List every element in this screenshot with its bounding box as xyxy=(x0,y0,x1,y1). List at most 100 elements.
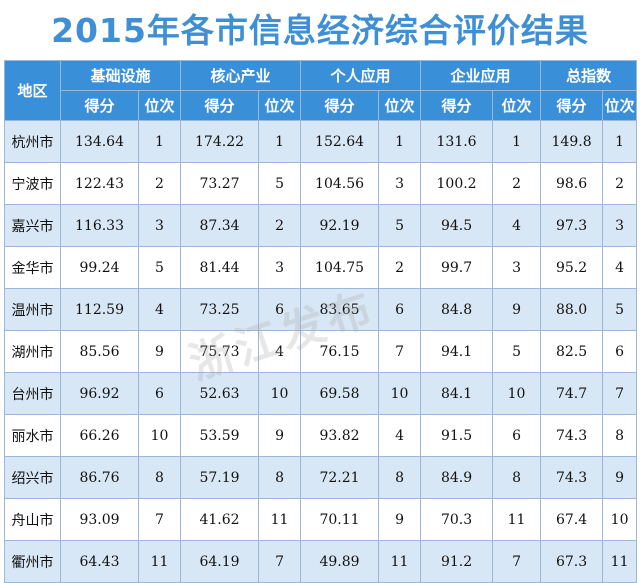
city-cell: 台州市 xyxy=(4,372,61,415)
rank-cell: 1 xyxy=(378,120,422,163)
score-cell: 98.6 xyxy=(540,162,604,205)
score-cell: 49.89 xyxy=(300,540,380,583)
score-cell: 75.73 xyxy=(180,330,260,373)
score-cell: 67.4 xyxy=(540,498,604,541)
rank-cell: 11 xyxy=(378,540,422,583)
table-row: 嘉兴市 116.33 3 87.34 2 92.19 5 94.5 4 97.3 3 xyxy=(4,204,638,247)
score-cell: 93.09 xyxy=(60,498,139,541)
rank-cell: 8 xyxy=(378,456,422,499)
rank-cell: 5 xyxy=(137,246,182,289)
rank-cell: 3 xyxy=(492,246,542,289)
score-cell: 69.58 xyxy=(300,372,380,415)
score-cell: 72.21 xyxy=(300,456,380,499)
rank-cell: 6 xyxy=(602,330,638,373)
rank-cell: 4 xyxy=(492,204,542,247)
results-table: 地区 基础设施 核心产业 个人应用 企业应用 总指数 得分 位次 得分 位次 得… xyxy=(4,60,638,583)
score-cell: 84.8 xyxy=(420,288,494,331)
page-title: 2015年各市信息经济综合评价结果 xyxy=(51,11,589,50)
score-cell: 104.56 xyxy=(300,162,380,205)
rank-cell: 4 xyxy=(137,288,182,331)
city-cell: 丽水市 xyxy=(4,414,61,457)
score-cell: 95.2 xyxy=(540,246,604,289)
header-score: 得分 xyxy=(300,90,380,121)
score-cell: 116.33 xyxy=(60,204,139,247)
score-cell: 99.24 xyxy=(60,246,139,289)
rank-cell: 8 xyxy=(602,414,638,457)
rank-cell: 10 xyxy=(378,372,422,415)
score-cell: 87.34 xyxy=(180,204,260,247)
table-row: 丽水市 66.26 10 53.59 9 93.82 4 91.5 6 74.3 8 xyxy=(4,414,638,457)
table-row: 衢州市 64.43 11 64.19 7 49.89 11 91.2 7 67.3 11 xyxy=(4,540,638,583)
city-cell: 温州市 xyxy=(4,288,61,331)
rank-cell: 4 xyxy=(602,246,638,289)
rank-cell: 10 xyxy=(492,372,542,415)
rank-cell: 8 xyxy=(492,456,542,499)
header-score: 得分 xyxy=(60,90,139,121)
rank-cell: 6 xyxy=(137,372,182,415)
score-cell: 52.63 xyxy=(180,372,260,415)
score-cell: 112.59 xyxy=(60,288,139,331)
score-cell: 174.22 xyxy=(180,120,260,163)
rank-cell: 10 xyxy=(258,372,302,415)
city-cell: 衢州市 xyxy=(4,540,61,583)
rank-cell: 1 xyxy=(602,120,638,163)
score-cell: 93.82 xyxy=(300,414,380,457)
city-cell: 舟山市 xyxy=(4,498,61,541)
score-cell: 84.9 xyxy=(420,456,494,499)
city-cell: 绍兴市 xyxy=(4,456,61,499)
city-cell: 嘉兴市 xyxy=(4,204,61,247)
score-cell: 41.62 xyxy=(180,498,260,541)
header-group-total-index: 总指数 xyxy=(540,60,638,91)
score-cell: 97.3 xyxy=(540,204,604,247)
city-cell: 金华市 xyxy=(4,246,61,289)
table-row: 宁波市 122.43 2 73.27 5 104.56 3 100.2 2 98.6 2 xyxy=(4,162,638,205)
rank-cell: 5 xyxy=(602,288,638,331)
rank-cell: 8 xyxy=(258,456,302,499)
header-rank: 位次 xyxy=(602,90,638,121)
score-cell: 73.25 xyxy=(180,288,260,331)
rank-cell: 9 xyxy=(137,330,182,373)
score-cell: 88.0 xyxy=(540,288,604,331)
score-cell: 57.19 xyxy=(180,456,260,499)
header-rank: 位次 xyxy=(378,90,422,121)
rank-cell: 11 xyxy=(492,498,542,541)
rank-cell: 3 xyxy=(258,246,302,289)
header-score: 得分 xyxy=(540,90,604,121)
score-cell: 70.3 xyxy=(420,498,494,541)
header-region: 地区 xyxy=(4,60,61,121)
rank-cell: 5 xyxy=(258,162,302,205)
rank-cell: 1 xyxy=(492,120,542,163)
score-cell: 92.19 xyxy=(300,204,380,247)
header-rank: 位次 xyxy=(492,90,542,121)
rank-cell: 3 xyxy=(378,162,422,205)
table-row: 绍兴市 86.76 8 57.19 8 72.21 8 84.9 8 74.3 9 xyxy=(4,456,638,499)
rank-cell: 7 xyxy=(492,540,542,583)
rank-cell: 2 xyxy=(137,162,182,205)
rank-cell: 9 xyxy=(258,414,302,457)
rank-cell: 10 xyxy=(602,498,638,541)
rank-cell: 11 xyxy=(258,498,302,541)
rank-cell: 2 xyxy=(378,246,422,289)
header-group-enterprise-app: 企业应用 xyxy=(420,60,542,91)
table-row: 温州市 112.59 4 73.25 6 83.65 6 84.8 9 88.0 5 xyxy=(4,288,638,331)
rank-cell: 3 xyxy=(602,204,638,247)
score-cell: 131.6 xyxy=(420,120,494,163)
rank-cell: 7 xyxy=(137,498,182,541)
score-cell: 53.59 xyxy=(180,414,260,457)
rank-cell: 6 xyxy=(492,414,542,457)
rank-cell: 4 xyxy=(258,330,302,373)
table-row: 金华市 99.24 5 81.44 3 104.75 2 99.7 3 95.2 4 xyxy=(4,246,638,289)
score-cell: 64.19 xyxy=(180,540,260,583)
table-body: 杭州市 134.64 1 174.22 1 152.64 1 131.6 1 149.8 1 宁波市 1… xyxy=(4,120,638,583)
score-cell: 73.27 xyxy=(180,162,260,205)
city-cell: 杭州市 xyxy=(4,120,61,163)
rank-cell: 8 xyxy=(137,456,182,499)
score-cell: 100.2 xyxy=(420,162,494,205)
score-cell: 149.8 xyxy=(540,120,604,163)
header-rank: 位次 xyxy=(258,90,302,121)
score-cell: 81.44 xyxy=(180,246,260,289)
rank-cell: 7 xyxy=(378,330,422,373)
score-cell: 83.65 xyxy=(300,288,380,331)
city-cell: 宁波市 xyxy=(4,162,61,205)
city-cell: 湖州市 xyxy=(4,330,61,373)
